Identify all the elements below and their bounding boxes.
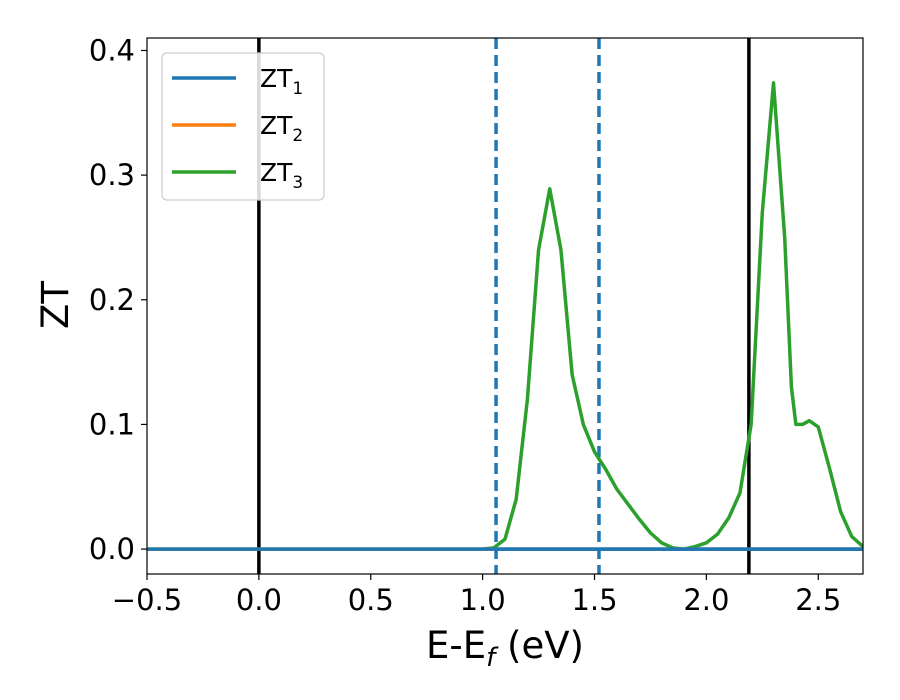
y-tick-label: 0.3 <box>89 158 135 192</box>
legend-label-zt1: ZT1 <box>260 64 303 99</box>
y-tick-label: 0.0 <box>89 532 135 566</box>
y-tick-label: 0.4 <box>89 33 135 67</box>
x-axis-title: E-Ef (eV) <box>426 624 584 673</box>
y-tick-label: 0.1 <box>89 407 135 441</box>
x-tick-label: 0.0 <box>236 583 282 617</box>
y-tick-label: 0.2 <box>89 283 135 317</box>
x-tick-label: 2.5 <box>795 583 841 617</box>
y-axis-title: ZT <box>34 281 77 329</box>
x-tick-label: 1.0 <box>460 583 506 617</box>
x-tick-label: −0.5 <box>112 583 182 617</box>
axes-frame <box>146 37 864 575</box>
x-tick-label: 2.0 <box>683 583 729 617</box>
legend: ZT1 ZT2 ZT3 <box>161 52 325 201</box>
x-axis: −0.5 0.0 0.5 1.0 1.5 2.0 2.5 <box>112 574 841 617</box>
legend-box <box>161 52 325 201</box>
legend-label-zt3: ZT3 <box>260 158 303 193</box>
x-tick-label: 0.5 <box>348 583 394 617</box>
legend-label-zt2: ZT2 <box>260 111 303 146</box>
y-axis: 0.0 0.1 0.2 0.3 0.4 <box>89 33 147 566</box>
x-tick-label: 1.5 <box>571 583 617 617</box>
plot-area <box>147 38 863 574</box>
